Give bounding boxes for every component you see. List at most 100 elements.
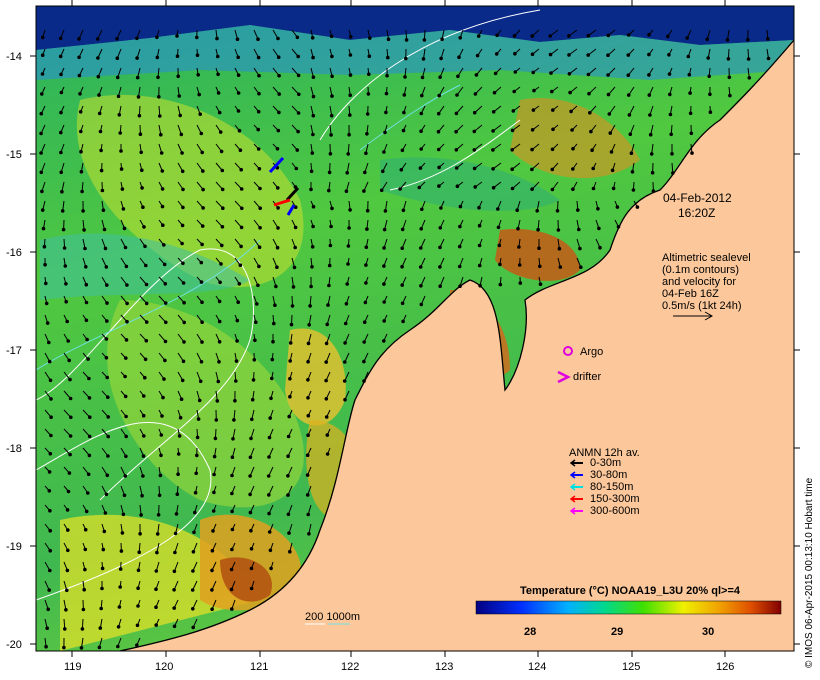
velocity-arrow-head [382,282,386,286]
anmn-legend: ANMN 12h av. 0-30m30-80m80-150m150-300m3… [569,447,640,517]
velocity-arrow-head [144,263,148,268]
velocity-arrow-head [346,244,351,248]
velocity-arrow-head [236,109,241,113]
warm-patch [107,300,304,508]
velocity-arrow-head [82,228,86,232]
velocity-arrow-head [213,436,218,441]
velocity-arrow-head [324,415,329,419]
velocity-arrow-head [269,396,273,401]
velocity-arrow-head [458,36,463,40]
velocity-arrow-head [40,35,45,40]
coastal-warm [510,98,640,179]
velocity-arrow-head [457,264,462,269]
velocity-arrow-head [119,149,123,153]
velocity-arrow-head [530,34,535,38]
velocity-arrow-head [330,94,334,98]
velocity-arrow-head [248,474,252,478]
velocity-arrow-head [493,71,498,76]
velocity-arrow-head [217,110,222,115]
velocity-arrow-head [200,224,205,228]
velocity-arrow-head [236,91,241,95]
velocity-arrow-head [511,109,516,113]
velocity-arrow-head [179,397,184,402]
velocity-arrow-head [456,74,460,79]
mooring-arrow-30-80m [268,156,285,174]
velocity-arrow-head [362,320,367,325]
velocity-arrow-head [238,263,243,268]
velocity-arrow-head [491,148,495,152]
velocity-arrow-head [325,433,330,437]
velocity-arrow-head [596,207,600,211]
velocity-arrow-head [606,53,610,58]
velocity-arrow-head [348,93,353,97]
velocity-arrow-head [117,605,122,609]
velocity-arrow-head [125,319,129,324]
velocity-arrow-head [104,265,109,269]
velocity-arrow-head [420,75,425,80]
velocity-arrow-head [66,528,70,532]
velocity-arrow-head [199,260,204,265]
velocity-arrow-head [531,108,536,112]
velocity-arrow-head [630,170,635,174]
velocity-arrow-head [254,302,259,306]
lon-label: 122 [341,661,359,673]
velocity-arrow-head [536,227,540,232]
velocity-arrow-head [106,454,110,458]
velocity-arrow-head [257,264,261,269]
velocity-arrow-head [40,72,45,76]
velocity-arrow-head [269,566,273,571]
velocity-arrow-head [256,283,260,288]
depth-contour-1000m [36,239,261,371]
map-plot: 04-Feb-2012 16:20Z Altimetric sealevel (… [36,6,794,651]
velocity-arrow-head [180,151,184,155]
velocity-arrow-head [436,111,441,116]
velocity-arrow-head [64,282,68,286]
velocity-arrow-head [217,340,222,344]
velocity-arrow-head [157,493,162,498]
velocity-arrow-head [548,52,553,57]
velocity-arrow-head [47,340,51,345]
depth-legend-label: 200 1000m [305,611,360,623]
velocity-arrow-head [364,245,369,249]
velocity-arrow-head [201,206,205,210]
velocity-arrow-head [311,75,316,79]
velocity-arrow-head [257,73,261,78]
velocity-arrow-head [215,54,220,59]
velocity-arrow-head [286,493,290,497]
velocity-arrow-head [137,113,142,118]
velocity-arrow-head [306,512,311,517]
velocity-arrow-head [182,340,186,344]
velocity-arrow-head [191,550,196,554]
velocity-arrow-head [105,375,109,380]
velocity-arrow-head [137,550,141,555]
velocity-arrow-head [349,35,353,39]
velocity-arrow-head [455,93,459,97]
depth-contour-1000m [359,84,461,151]
velocity-arrow-head [99,606,103,611]
velocity-arrow-head [217,299,222,304]
velocity-arrow-head [47,359,52,364]
velocity-arrow-head [124,414,128,419]
velocity-arrow-head [65,568,70,573]
velocity-arrow-head [68,377,72,382]
altimetry-line: and velocity for [662,276,736,288]
velocity-arrow-head [135,56,139,60]
velocity-arrow-head [516,226,520,231]
velocity-arrow-head [362,379,366,383]
anmn-legend-arrow-head [569,459,576,467]
velocity-arrow-head [587,91,591,96]
velocity-arrow-head [383,130,387,135]
velocity-arrow-head [472,110,477,115]
velocity-arrow-head [276,226,280,230]
velocity-arrow-head [362,359,366,364]
velocity-arrow-head [229,587,234,592]
velocity-arrow-head [80,627,85,631]
velocity-arrow-head [382,339,386,343]
land [120,40,794,651]
velocity-arrow-head [530,187,534,191]
velocity-arrow-head [597,226,601,231]
velocity-arrow-head [142,394,146,398]
velocity-arrow-head [288,376,292,381]
velocity-arrow-head [180,169,185,174]
velocity-arrow-head [402,93,407,97]
